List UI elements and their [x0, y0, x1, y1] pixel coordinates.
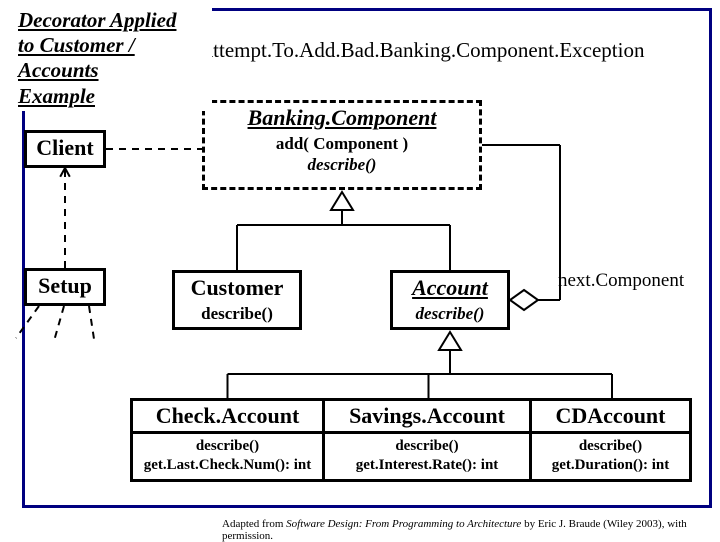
class-check-account: Check.Accountdescribe()get.Last.Check.Nu…: [130, 398, 325, 482]
methods: describe()get.Duration(): int: [532, 434, 689, 480]
class-savings-account: Savings.Accountdescribe()get.Interest.Ra…: [325, 398, 532, 482]
diagram-title: Decorator Appliedto Customer /AccountsEx…: [12, 6, 212, 111]
class-cdaccount: CDAccountdescribe()get.Duration(): int: [532, 398, 692, 482]
methods: describe()get.Interest.Rate(): int: [325, 434, 529, 480]
class-name: Setup: [27, 271, 103, 301]
class-name: Savings.Account: [325, 401, 529, 434]
method: add( Component ): [205, 133, 479, 154]
credit-pre: Adapted from: [222, 518, 286, 530]
class-name: Customer: [175, 273, 299, 303]
method: describe(): [205, 154, 479, 175]
class-name: Check.Account: [133, 401, 322, 434]
class-banking-component: Banking.Component add( Component ) descr…: [202, 100, 482, 190]
credit-line: Adapted from Software Design: From Progr…: [222, 518, 720, 542]
methods: describe()get.Last.Check.Num(): int: [133, 434, 322, 480]
class-name: CDAccount: [532, 401, 689, 434]
class-setup: Setup: [24, 268, 106, 306]
method: describe(): [175, 303, 299, 324]
class-name: Account: [393, 273, 507, 303]
class-name: Banking.Component: [205, 103, 479, 133]
class-account: Account describe(): [390, 270, 510, 330]
next-component-label: next.Component: [558, 270, 684, 292]
exception-label: Attempt.To.Add.Bad.Banking.Component.Exc…: [198, 38, 644, 63]
account-subclasses-row: Check.Accountdescribe()get.Last.Check.Nu…: [130, 398, 692, 482]
class-client: Client: [24, 130, 106, 168]
class-customer: Customer describe(): [172, 270, 302, 330]
method: describe(): [393, 303, 507, 324]
class-name: Client: [27, 133, 103, 163]
credit-ital: Software Design: From Programming to Arc…: [286, 518, 521, 530]
